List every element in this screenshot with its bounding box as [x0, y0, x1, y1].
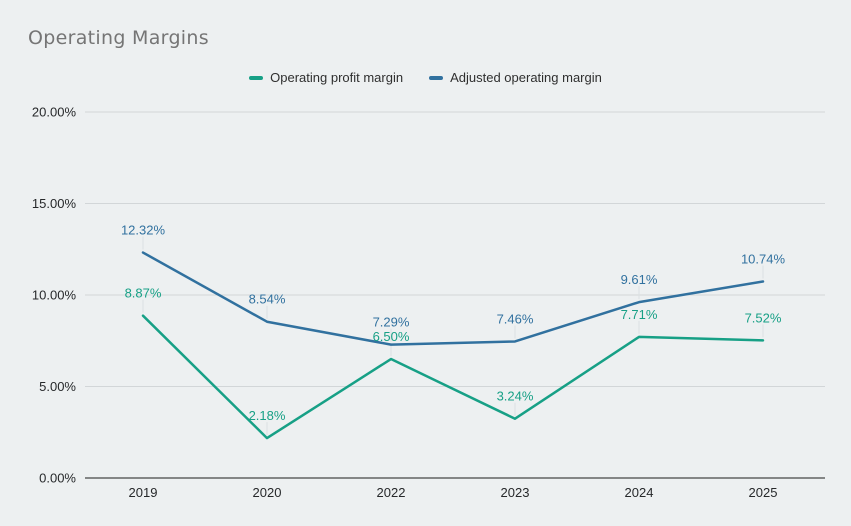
data-label-operating-profit-margin: 8.87%	[125, 286, 162, 301]
y-axis-tick-label: 20.00%	[32, 105, 77, 120]
data-label-adjusted-operating-margin: 8.54%	[249, 292, 286, 307]
legend-label-operating-profit-margin: Operating profit margin	[270, 70, 404, 85]
legend: Operating profit margin Adjusted operati…	[0, 70, 851, 85]
y-axis-tick-label: 0.00%	[39, 471, 76, 486]
x-axis-label: 2019	[129, 485, 158, 500]
series-line-adjusted-operating-margin[interactable]	[141, 251, 765, 346]
x-axis-label: 2023	[501, 485, 530, 500]
x-axis-label: 2024	[625, 485, 654, 500]
x-axis-label: 2022	[377, 485, 406, 500]
legend-swatch-operating-profit-margin	[249, 75, 264, 80]
series-line-operating-profit-margin[interactable]	[141, 314, 765, 440]
legend-item-adjusted-operating-margin[interactable]: Adjusted operating margin	[429, 70, 602, 85]
x-axis-label: 2025	[749, 485, 778, 500]
legend-label-adjusted-operating-margin: Adjusted operating margin	[450, 70, 602, 85]
legend-swatch-adjusted-operating-margin	[429, 75, 444, 80]
data-label-operating-profit-margin: 2.18%	[249, 408, 286, 423]
data-label-operating-profit-margin: 7.71%	[621, 307, 658, 322]
x-axis-label: 2020	[253, 485, 282, 500]
legend-item-operating-profit-margin[interactable]: Operating profit margin	[249, 70, 403, 85]
data-label-adjusted-operating-margin: 12.32%	[121, 223, 166, 238]
data-label-operating-profit-margin: 3.24%	[497, 389, 534, 404]
y-axis-tick-label: 5.00%	[39, 379, 76, 394]
data-label-operating-profit-margin: 6.50%	[373, 329, 410, 344]
chart-title: Operating Margins	[28, 27, 209, 49]
y-axis-tick-label: 10.00%	[32, 288, 77, 303]
data-label-adjusted-operating-margin: 10.74%	[741, 251, 786, 266]
data-label-adjusted-operating-margin: 7.29%	[373, 315, 410, 330]
data-label-operating-profit-margin: 7.52%	[745, 310, 782, 325]
y-axis-tick-label: 15.00%	[32, 196, 77, 211]
data-label-adjusted-operating-margin: 9.61%	[621, 272, 658, 287]
data-label-adjusted-operating-margin: 7.46%	[497, 311, 534, 326]
